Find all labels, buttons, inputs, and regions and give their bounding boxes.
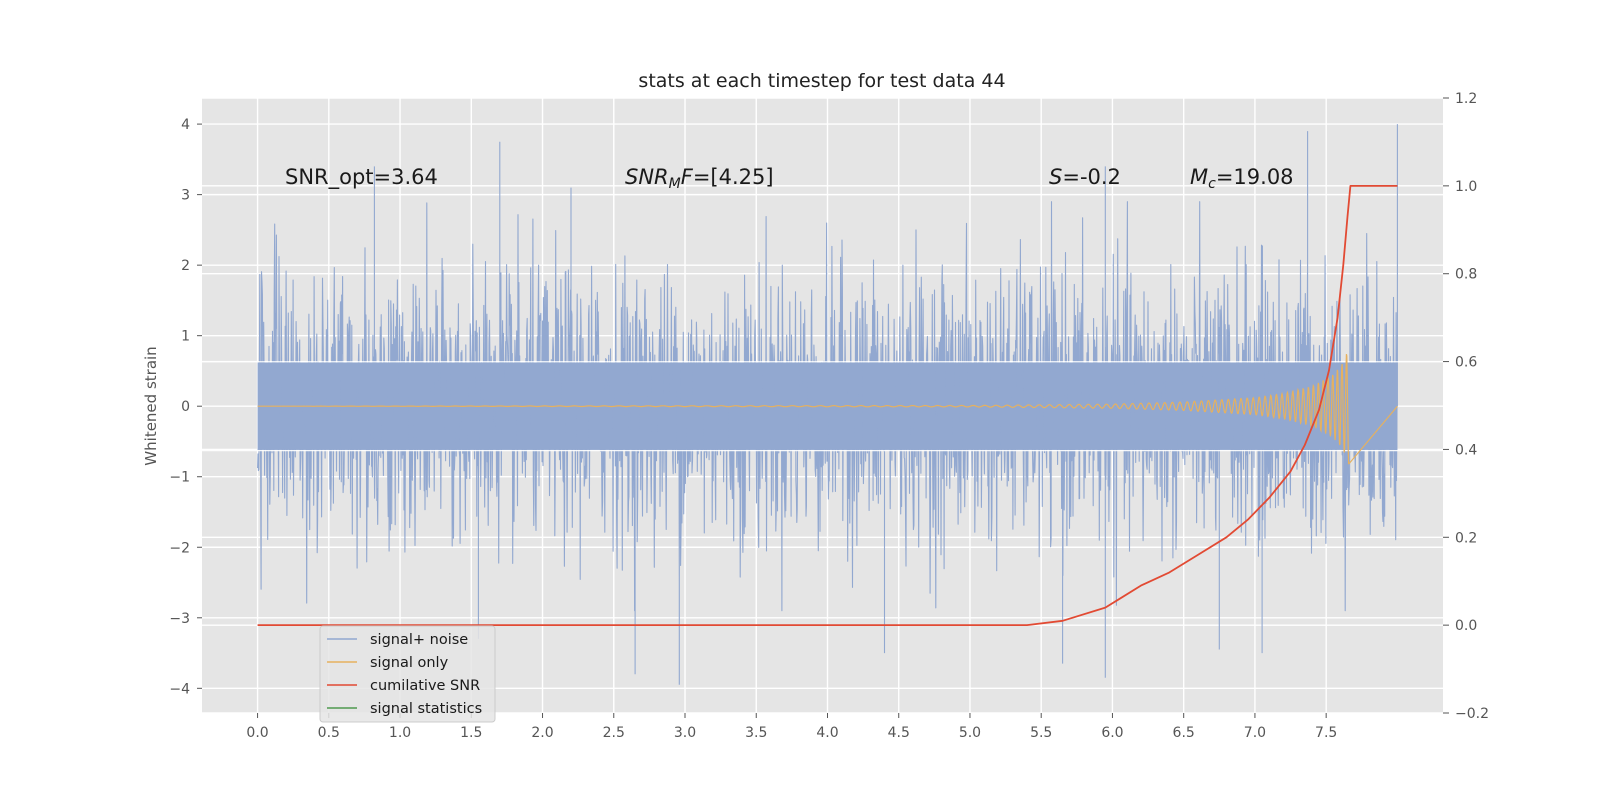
right-y-tick-label: 0.0 bbox=[1455, 618, 1477, 634]
x-tick-label: 4.0 bbox=[816, 725, 838, 741]
y-tick-label: 2 bbox=[181, 258, 190, 274]
right-y-tick-label: 1.2 bbox=[1455, 91, 1477, 107]
right-y-tick-label: 0.4 bbox=[1455, 442, 1477, 458]
y-axis-ticks: −4 −3 −2 −1 0 1 2 3 4 bbox=[169, 117, 202, 697]
x-tick-label: 7.5 bbox=[1315, 725, 1337, 741]
x-tick-label: 6.5 bbox=[1173, 725, 1195, 741]
y-axis-label: Whitened strain bbox=[142, 346, 160, 465]
legend-label-signal-only: signal only bbox=[370, 655, 449, 671]
signal-only-series bbox=[257, 353, 1398, 465]
x-tick-label: 2.5 bbox=[603, 725, 625, 741]
right-y-tick-label: −0.2 bbox=[1455, 706, 1489, 722]
y-tick-label: 0 bbox=[181, 399, 190, 415]
x-tick-label: 4.5 bbox=[888, 725, 910, 741]
right-y-tick-label: 0.6 bbox=[1455, 355, 1477, 371]
y-tick-label: −1 bbox=[169, 470, 190, 486]
signal-noise-line bbox=[257, 124, 1398, 685]
legend-label-cumulative-snr: cumilative SNR bbox=[370, 678, 480, 694]
x-tick-label: 2.0 bbox=[531, 725, 553, 741]
y-tick-label: 4 bbox=[181, 117, 190, 133]
annotation-mc: Mc=19.08 bbox=[1190, 165, 1294, 192]
x-tick-label: 0.5 bbox=[318, 725, 340, 741]
legend-label-signal-statistics: signal statistics bbox=[370, 701, 482, 717]
x-tick-label: 3.5 bbox=[745, 725, 767, 741]
x-tick-label: 1.5 bbox=[460, 725, 482, 741]
x-axis-ticks: 0.0 0.5 1.0 1.5 2.0 2.5 3.0 3.5 4.0 4.5 5.0 5.5 6.0 6… bbox=[246, 713, 1337, 741]
legend: signal+ noise signal only cumilative SNR… bbox=[319, 625, 496, 723]
y-tick-label: −3 bbox=[169, 611, 190, 627]
x-tick-label: 5.5 bbox=[1030, 725, 1052, 741]
right-y-axis-ticks: −0.2 0.0 0.2 0.4 0.6 0.8 1.0 1.2 bbox=[1443, 91, 1489, 722]
x-tick-label: 6.0 bbox=[1101, 725, 1123, 741]
x-tick-label: 1.0 bbox=[389, 725, 411, 741]
x-tick-label: 3.0 bbox=[674, 725, 696, 741]
right-y-tick-label: 1.0 bbox=[1455, 179, 1477, 195]
annotation-s: S=-0.2 bbox=[1049, 165, 1121, 189]
right-y-tick-label: 0.2 bbox=[1455, 530, 1477, 546]
y-tick-label: 1 bbox=[181, 329, 190, 345]
annotation-snr-opt: SNR_opt=3.64 bbox=[285, 165, 438, 190]
y-tick-label: 3 bbox=[181, 188, 190, 204]
legend-box bbox=[319, 625, 496, 723]
right-y-tick-label: 0.8 bbox=[1455, 267, 1477, 283]
cumulative-snr-line bbox=[257, 185, 1398, 626]
cumulative-snr-series bbox=[257, 185, 1398, 626]
x-tick-label: 5.0 bbox=[959, 725, 981, 741]
legend-label-signal-noise: signal+ noise bbox=[370, 632, 468, 648]
x-tick-label: 7.0 bbox=[1244, 725, 1266, 741]
y-tick-label: −2 bbox=[169, 540, 190, 556]
y-tick-label: −4 bbox=[169, 681, 190, 697]
x-tick-label: 0.0 bbox=[246, 725, 268, 741]
annotation-snr-mf: SNRMF=[4.25] bbox=[625, 165, 774, 192]
chart-title: stats at each timestep for test data 44 bbox=[638, 70, 1005, 92]
signal-only-line bbox=[257, 353, 1398, 465]
